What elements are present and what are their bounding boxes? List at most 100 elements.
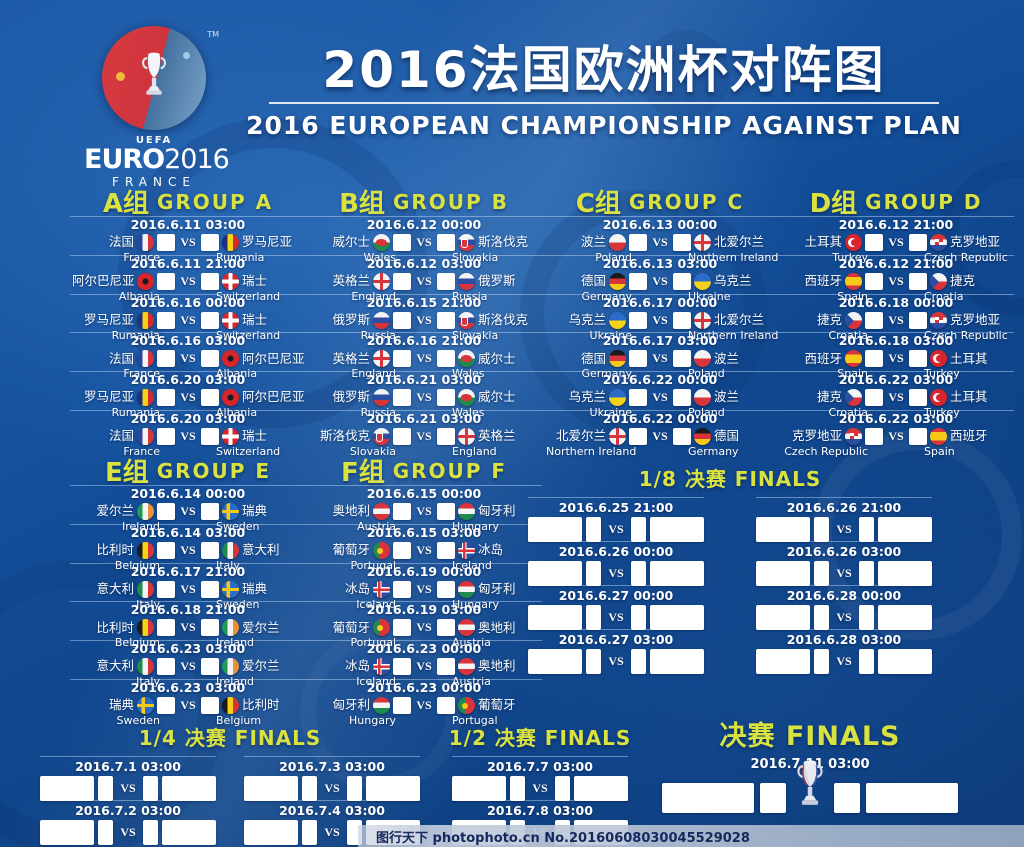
- home-team-name-en: Croatia: [828, 328, 868, 342]
- away-team-name: 土耳其: [950, 389, 988, 405]
- home-score-box: [302, 776, 317, 801]
- away-team-name: 瑞典: [242, 503, 268, 519]
- team-names-en: Ireland Sweden: [70, 521, 306, 533]
- match-date: 2016.6.22 00:00: [602, 410, 718, 426]
- knockout-match-row: VS: [756, 649, 932, 674]
- match-block: 2016.6.12 03:00 英格兰 VS 俄罗斯 England Russia: [306, 254, 542, 302]
- home-score-box: [393, 427, 411, 445]
- away-score-box: [859, 605, 874, 630]
- match-block: 2016.6.18 03:00 西班牙 VS 土耳其 Spain Turkey: [778, 332, 1014, 380]
- vs-label: VS: [888, 312, 904, 327]
- match-block: 2016.6.19 03:00 葡萄牙 VS 奥地利 Portugal Austria: [306, 601, 542, 649]
- away-team-name: 俄罗斯: [478, 273, 516, 289]
- match-date: 2016.6.16 21:00: [366, 333, 482, 349]
- home-score-box: [157, 350, 175, 368]
- match-block: 2016.6.23 00:00 冰岛 VS 奥地利 Iceland Austria: [306, 640, 542, 688]
- france-label: FRANCE: [112, 175, 196, 189]
- away-score-box: [201, 619, 219, 637]
- match-date: 2016.6.20 03:00: [130, 372, 246, 388]
- vs-label: VS: [608, 522, 624, 536]
- match-row: 西班牙 VS 捷克: [778, 272, 1014, 291]
- match-block: 2016.6.23 03:00 意大利 VS 爱尔兰 Italy Ireland: [70, 640, 306, 688]
- albania-flag-icon: [222, 389, 239, 407]
- knockout-match-block: 2016.6.26 21:00 VS: [756, 497, 932, 542]
- match-row: 比利时 VS 意大利: [70, 541, 306, 560]
- switzerland-flag-icon: [222, 427, 239, 445]
- match-date: 2016.6.26 21:00: [786, 500, 902, 515]
- home-score-box: [157, 541, 175, 559]
- match-date: 2016.6.26 03:00: [786, 544, 902, 559]
- match-row: 瑞典 VS 比利时: [70, 696, 306, 715]
- away-score-box: [673, 234, 691, 251]
- northern-ireland-flag-icon: [609, 427, 626, 445]
- match-date: 2016.6.11 21:00: [130, 255, 246, 271]
- home-team-name-en: Czech Republic: [784, 444, 868, 458]
- home-score-box: [629, 389, 647, 407]
- away-team-name-en: Switzerland: [216, 444, 281, 458]
- home-team-name: 阿尔巴尼亚: [72, 273, 135, 289]
- home-team-name: 英格兰: [332, 273, 370, 289]
- match-date: 2016.6.22 00:00: [602, 372, 718, 388]
- vs-label: VS: [180, 504, 196, 518]
- team-names-en: Austria Hungary: [306, 521, 542, 533]
- match-date: 2016.6.19 03:00: [366, 602, 482, 618]
- vs-label: VS: [888, 351, 904, 366]
- away-team-name: 英格兰: [478, 428, 516, 444]
- home-team-name-en: England: [351, 289, 396, 303]
- away-team-name-en: Ukraine: [688, 289, 731, 303]
- away-team-placeholder-box: [650, 649, 704, 674]
- match-date: 2016.6.16 03:00: [130, 333, 246, 349]
- match-block: 2016.6.13 00:00 波兰 VS 北爱尔兰 Poland Northern Ir…: [542, 216, 778, 264]
- match-row: 奥地利 VS 匈牙利: [306, 502, 542, 521]
- away-team-placeholder-box: [878, 517, 932, 542]
- match-block: 2016.6.20 03:00 罗马尼亚 VS 阿尔巴尼亚 Rumania Albania: [70, 371, 306, 419]
- match-block: 2016.6.13 03:00 德国 VS 乌克兰 Germany Ukraine: [542, 254, 778, 302]
- home-team-name-en: Slovakia: [349, 444, 396, 458]
- quarterfinals-left-column: 2016.7.1 03:00 VS 2016.7.2 03:00 VS: [40, 756, 216, 845]
- wales-flag-icon: [458, 389, 475, 407]
- vs-label: VS: [180, 273, 196, 288]
- turkey-flag-icon: [930, 350, 947, 368]
- match-block: 2016.6.23 03:00 瑞典 VS 比利时 Sweden Belgium: [70, 678, 306, 726]
- watermark-text: 图行天下 photophoto.cn No.201606080300455290…: [376, 830, 750, 846]
- match-date: 2016.6.18 00:00: [838, 294, 954, 310]
- away-team-placeholder-box: [162, 820, 216, 845]
- match-block: 2016.6.16 21:00 英格兰 VS 威尔士 England Wales: [306, 332, 542, 380]
- home-score-box: [157, 311, 175, 329]
- team-names-en: Rumania Albania: [70, 407, 306, 419]
- match-date: 2016.6.23 03:00: [130, 679, 246, 695]
- match-row: 乌克兰 VS 波兰: [542, 388, 778, 407]
- away-score-box: [437, 272, 455, 290]
- away-score-box: [201, 696, 219, 714]
- away-team-name-en: Czech Republic: [924, 328, 1008, 342]
- match-block: 2016.6.16 00:00 罗马尼亚 VS 瑞士 Rumania Switzerlan…: [70, 293, 306, 341]
- team-names-en: Germany Ukraine: [542, 289, 778, 303]
- knockout-match-block: 2016.6.26 03:00 VS: [756, 541, 932, 586]
- home-team-name: 北爱尔兰: [555, 428, 606, 444]
- vs-label: VS: [324, 781, 340, 795]
- quarterfinals-right-column: 2016.7.3 03:00 VS 2016.7.4 03:00 VS: [244, 756, 420, 845]
- match-date: 2016.6.18 03:00: [838, 333, 954, 349]
- match-row: 乌克兰 VS 北爱尔兰: [542, 311, 778, 330]
- home-team-name: 匈牙利: [332, 697, 370, 713]
- vs-label: VS: [608, 610, 624, 624]
- euro2016-logo: TM UEFA EURO2016 FRANCE: [84, 26, 230, 189]
- away-score-box: [673, 389, 691, 407]
- away-team-placeholder-box: [650, 517, 704, 542]
- match-row: 意大利 VS 瑞典: [70, 580, 306, 599]
- knockout-match-row: VS: [528, 649, 704, 674]
- logo-accent-dot: [183, 52, 190, 59]
- home-score-box: [393, 658, 411, 676]
- vs-label: VS: [180, 428, 196, 443]
- home-team-placeholder-box: [40, 776, 94, 801]
- home-score-box: [629, 311, 647, 329]
- away-score-box: [437, 541, 455, 559]
- croatia-flag-icon: [930, 234, 947, 251]
- team-names-en: Russia Slovakia: [306, 329, 542, 342]
- home-team-name: 冰岛: [344, 580, 370, 596]
- home-score-box: [629, 427, 647, 445]
- away-team-name-en: Austria: [452, 675, 491, 689]
- match-date: 2016.6.17 03:00: [602, 333, 718, 349]
- croatia-flag-icon: [845, 427, 862, 445]
